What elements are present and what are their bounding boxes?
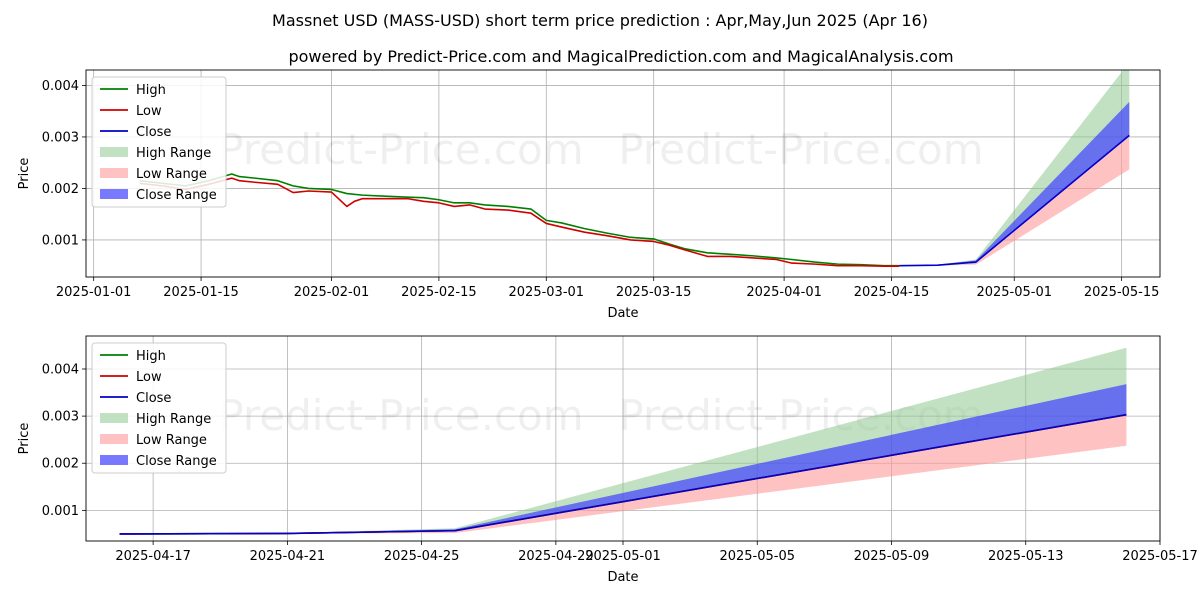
legend-label: Close Range bbox=[136, 454, 217, 469]
legend-label: High bbox=[136, 83, 166, 98]
legend-label: High Range bbox=[136, 412, 211, 427]
y-tick-label: 0.002 bbox=[42, 182, 79, 197]
legend-label: High Range bbox=[136, 146, 211, 161]
x-tick-label: 2025-01-15 bbox=[163, 285, 239, 300]
legend-label: Low Range bbox=[136, 167, 207, 182]
x-tick-label: 2025-02-01 bbox=[294, 285, 370, 300]
legend-label: Low bbox=[136, 104, 162, 119]
x-tick-label: 2025-03-15 bbox=[616, 285, 692, 300]
plot-area: Predict-Price.com Predict-Price.com bbox=[119, 347, 1127, 535]
legend-label: Close Range bbox=[136, 188, 217, 203]
x-tick-label: 2025-03-01 bbox=[509, 285, 585, 300]
chart-subtitle: powered by Predict-Price.com and Magical… bbox=[288, 47, 953, 66]
y-tick-label: 0.002 bbox=[42, 457, 79, 472]
x-tick-label: 2025-05-13 bbox=[988, 549, 1064, 564]
low-range-band bbox=[119, 414, 1127, 535]
x-axis-label: Date bbox=[607, 306, 638, 321]
legend-swatch bbox=[100, 413, 128, 423]
x-tick-label: 2025-05-01 bbox=[585, 549, 661, 564]
x-tick-label: 2025-05-15 bbox=[1084, 285, 1160, 300]
high-line bbox=[139, 173, 900, 267]
legend: High Low Close High Range Low Range Close Ran… bbox=[91, 76, 227, 208]
top-chart-panel: 2025-01-01 2025-01-15 2025-02-01 2025-02-15… bbox=[17, 69, 1161, 321]
legend-label: Low Range bbox=[136, 433, 207, 448]
x-axis-label: Date bbox=[607, 570, 638, 585]
low-range-band bbox=[899, 135, 1130, 267]
legend-label: Close bbox=[136, 391, 171, 406]
low-line bbox=[139, 177, 900, 267]
x-tick-label: 2025-05-17 bbox=[1122, 549, 1198, 564]
close-line bbox=[899, 134, 1130, 267]
x-tick-label: 2025-04-21 bbox=[250, 549, 326, 564]
x-tick-label: 2025-04-25 bbox=[384, 549, 460, 564]
y-tick-label: 0.004 bbox=[42, 79, 79, 94]
bottom-chart-panel: 2025-04-17 2025-04-21 2025-04-25 2025-04-29… bbox=[17, 335, 1198, 585]
y-tick-label: 0.003 bbox=[42, 130, 79, 145]
y-tick-label: 0.003 bbox=[42, 410, 79, 425]
y-tick-label: 0.001 bbox=[42, 233, 79, 248]
y-tick-label: 0.001 bbox=[42, 504, 79, 519]
axes-frame bbox=[85, 69, 1161, 278]
legend-label: Low bbox=[136, 370, 162, 385]
legend-swatch bbox=[100, 434, 128, 444]
y-axis-label: Price bbox=[17, 158, 32, 190]
watermark: Predict-Price.com bbox=[618, 125, 983, 174]
y-axis-label: Price bbox=[17, 423, 32, 455]
close-line bbox=[119, 413, 1127, 535]
x-tick-label: 2025-04-01 bbox=[746, 285, 822, 300]
legend-swatch bbox=[100, 189, 128, 199]
plot-area: Predict-Price.com Predict-Price.com bbox=[139, 70, 1130, 267]
legend-label: High bbox=[136, 349, 166, 364]
legend-swatch bbox=[100, 147, 128, 157]
legend-label: Close bbox=[136, 125, 171, 140]
legend: High Low Close High Range Low Range Close Ran… bbox=[91, 342, 227, 474]
legend-swatch bbox=[100, 455, 128, 465]
chart-title: Massnet USD (MASS-USD) short term price … bbox=[272, 11, 928, 30]
axes-frame bbox=[85, 335, 1161, 542]
x-tick-label: 2025-01-01 bbox=[56, 285, 132, 300]
x-tick-label: 2025-05-01 bbox=[976, 285, 1052, 300]
x-tick-label: 2025-04-17 bbox=[115, 549, 191, 564]
y-tick-label: 0.004 bbox=[42, 362, 79, 377]
x-tick-label: 2025-02-15 bbox=[401, 285, 477, 300]
legend-swatch bbox=[100, 168, 128, 178]
x-tick-label: 2025-05-05 bbox=[719, 549, 795, 564]
x-tick-label: 2025-04-29 bbox=[518, 549, 594, 564]
watermark: Predict-Price.com bbox=[218, 125, 583, 174]
x-tick-label: 2025-05-09 bbox=[854, 549, 930, 564]
watermark: Predict-Price.com bbox=[218, 391, 583, 440]
x-tick-label: 2025-04-15 bbox=[854, 285, 930, 300]
